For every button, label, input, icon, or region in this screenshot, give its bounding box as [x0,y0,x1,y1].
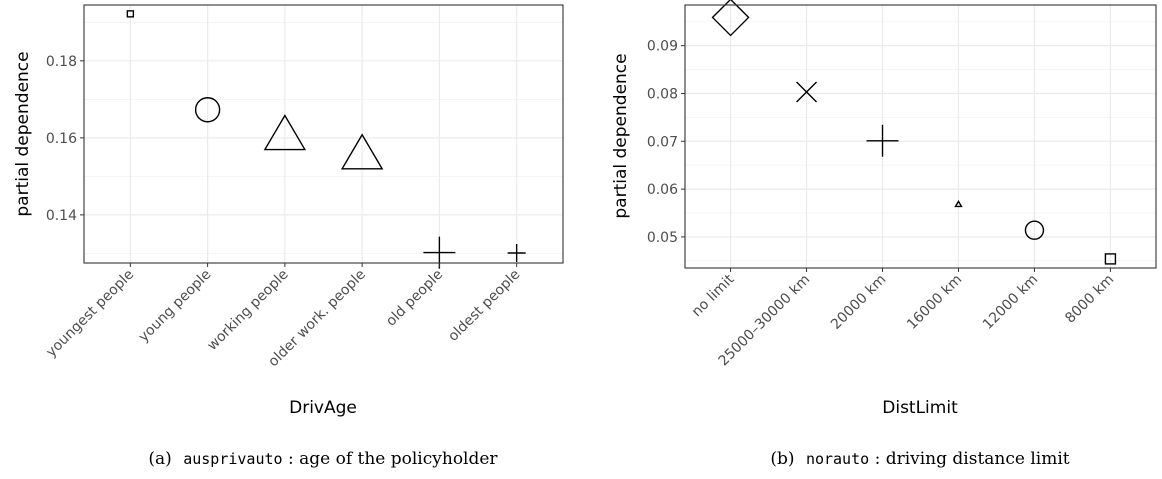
caption-b-code: norauto [806,450,869,468]
data-point [954,199,963,208]
y-tick-label: 0.09 [647,39,678,55]
y-tick-label: 0.07 [647,134,678,150]
x-tick-label: youngest people [43,267,137,361]
plot-border-b [684,4,1157,269]
caption-a-code: ausprivauto [183,450,282,468]
panel-b: 0.05 0.06 0.07 0.08 0.09 no limit25000–30000… [611,0,1157,469]
caption-b-text: : driving distance limit [875,449,1070,469]
yticks-a: 0.14 0.16 0.18 [46,54,84,224]
data-point [1024,220,1045,240]
x-tick-label: no limit [689,271,738,320]
y-tick-label: 0.14 [46,208,77,224]
x-tick-label: 12000 km [980,272,1041,333]
y-tick-label: 0.16 [46,131,77,147]
grid-major-a [84,5,563,263]
caption-b-label: (b) [770,449,794,469]
marks-a [126,10,526,269]
plot-panel-a [84,5,563,263]
data-point [796,81,818,103]
data-point [866,124,899,157]
caption-a: (a) ausprivauto : age of the policyholde… [148,449,498,469]
yticks-b: 0.05 0.06 0.07 0.08 0.09 [647,39,685,246]
grid-minor-a [84,21,563,254]
x-tick-label: 20000 km [828,272,889,333]
x-tick-label: old people [383,267,446,330]
x-tick-label: working people [204,267,291,354]
y-tick-label: 0.05 [647,230,678,246]
x-tick-label: oldest people [445,267,523,345]
data-point [711,0,750,37]
plot-panel-b [685,5,1156,268]
plot-border-a [83,4,564,264]
xlabel-b: DistLimit [882,398,958,418]
caption-b: (b) norauto : driving distance limit [770,449,1069,469]
data-point [263,114,307,151]
marks-b [711,0,1117,265]
data-point [340,133,384,170]
xlabel-a: DrivAge [289,398,357,418]
x-tick-label: 16000 km [904,272,965,333]
data-point [194,97,221,123]
y-tick-label: 0.06 [647,182,678,198]
grid-minor-b [685,21,1156,262]
data-point [1104,253,1117,265]
caption-a-text: : age of the policyholder [288,449,498,469]
x-tick-label: young people [136,267,215,346]
x-tick-label: 8000 km [1062,272,1117,327]
data-point [507,243,526,262]
ylabel-a: partial dependence [13,51,33,216]
data-point [126,10,135,18]
caption-a-label: (a) [148,449,171,469]
ylabel-b: partial dependence [611,53,631,218]
grid-major-b [685,5,1156,268]
y-tick-label: 0.18 [46,54,77,70]
y-tick-label: 0.08 [647,86,678,102]
